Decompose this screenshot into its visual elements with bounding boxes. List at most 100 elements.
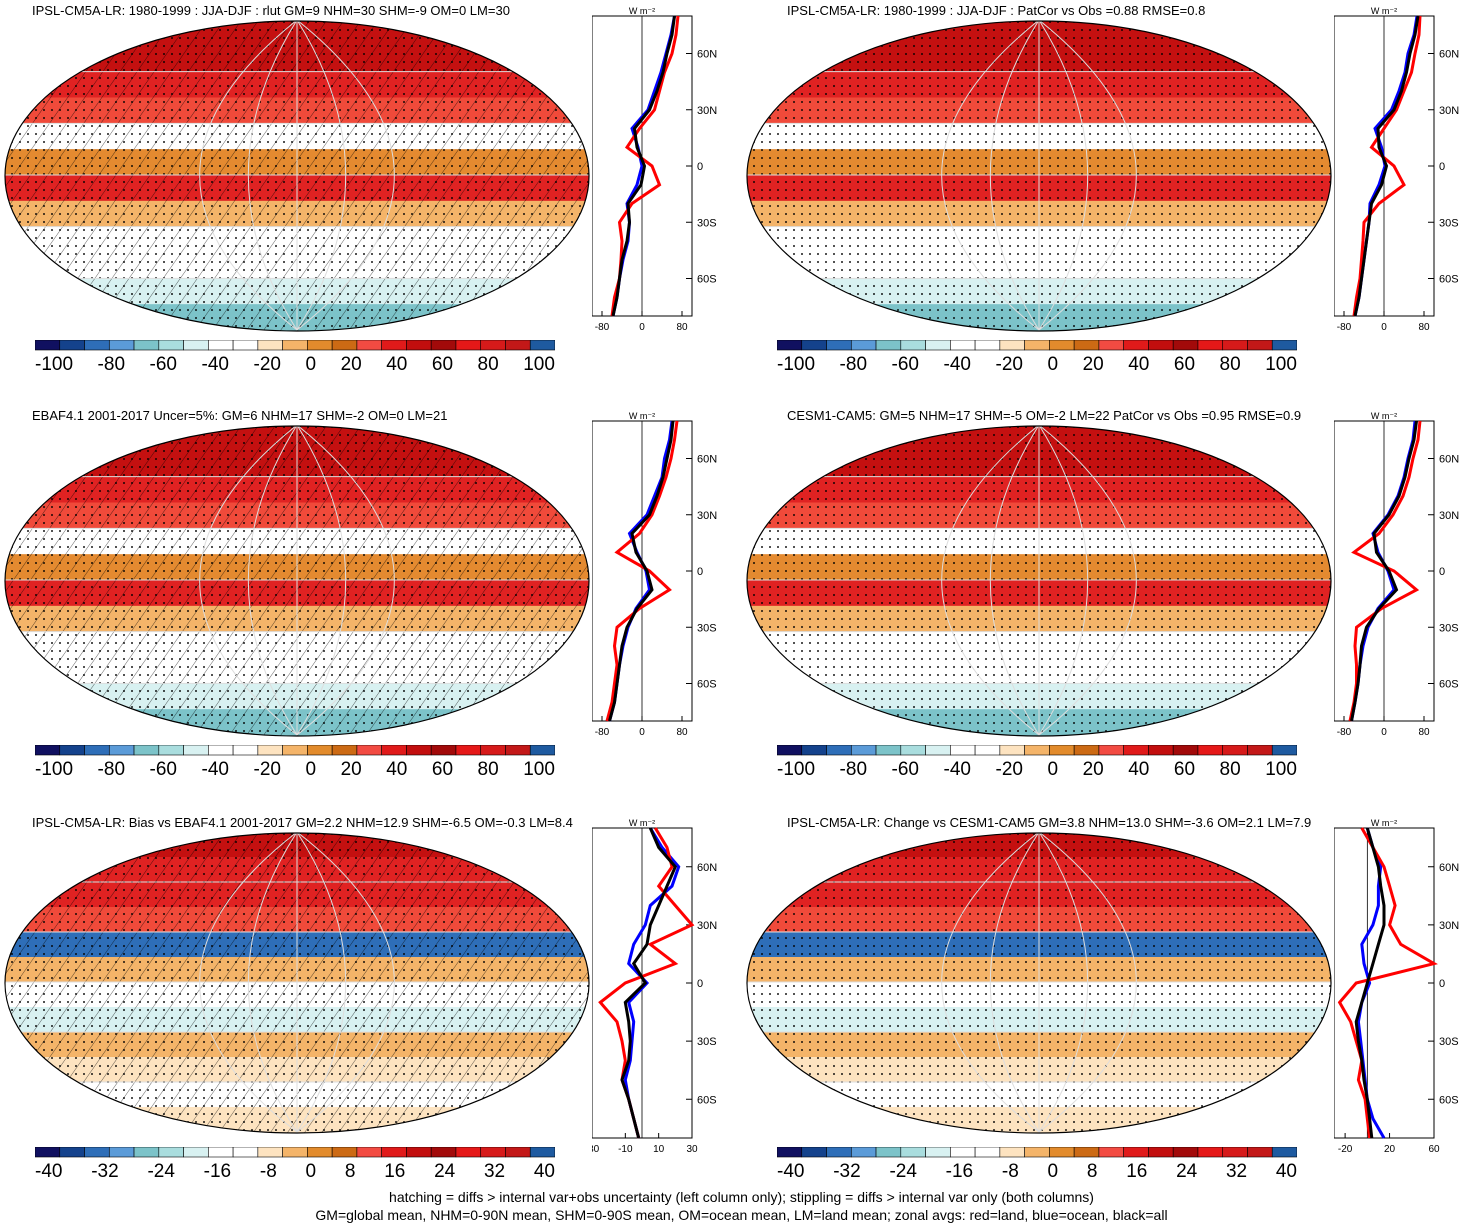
x-tick-label: 80 <box>676 727 688 738</box>
colorbar-tick-label: 20 <box>1082 354 1104 375</box>
lat-tick-label: 60N <box>1439 862 1459 874</box>
colorbar-tick-label: 32 <box>1225 1161 1248 1182</box>
colorbar-tick-label: 60 <box>431 354 454 375</box>
colorbar-swatch <box>1247 340 1273 351</box>
colorbar-swatch <box>35 340 61 351</box>
colorbar <box>777 1147 1297 1158</box>
colorbar-swatch <box>133 745 160 756</box>
colorbar-tick-label: -24 <box>147 1161 175 1182</box>
zonal-mean-plot: W m⁻² 60N 30N 0 30S 60S -80 0 80 <box>592 6 717 333</box>
colorbar-swatch <box>406 1147 432 1158</box>
colorbar-swatch <box>1271 745 1297 756</box>
x-tick-label: -10 <box>618 1144 633 1155</box>
colorbar-labels: -100 -80 -60 -40 -20 0 20 40 60 80 100 <box>35 354 555 376</box>
panel-title: CESM1-CAM5: GM=5 NHM=17 SHM=-5 OM=-2 LM=… <box>787 408 1302 423</box>
panel-ipsl-patcor: IPSL-CM5A-LR: 1980-1999 : JJA-DJF : PatC… <box>742 0 1483 390</box>
colorbar-swatch <box>999 340 1025 351</box>
colorbar-tick-label: 20 <box>340 759 362 780</box>
colorbar-tick-label: -20 <box>995 759 1023 780</box>
panel-title: IPSL-CM5A-LR: Change vs CESM1-CAM5 GM=3.… <box>787 815 1312 830</box>
colorbar-tick-label: 24 <box>434 1161 456 1182</box>
colorbar-tick-label: -60 <box>891 759 919 780</box>
lat-tick-label: 0 <box>697 566 703 578</box>
colorbar-swatch <box>1073 745 1100 756</box>
colorbar-swatch <box>84 1147 110 1158</box>
zonal-line-all <box>1354 827 1386 1139</box>
lat-tick-label: 30N <box>1439 510 1459 522</box>
colorbar-swatch <box>158 340 184 351</box>
colorbar-swatch <box>875 745 902 756</box>
colorbar-tick-label: 40 <box>1128 354 1150 375</box>
x-tick-label: 80 <box>1418 727 1430 738</box>
colorbar-swatch <box>1148 745 1174 756</box>
colorbar-tick-label: 80 <box>477 759 499 780</box>
colorbar-tick-label: 0 <box>1047 1161 1059 1182</box>
footer-line-2: GM=global mean, NHM=0-90N mean, SHM=0-90… <box>315 1207 1168 1223</box>
colorbar <box>777 745 1297 756</box>
colorbar-swatch <box>84 340 110 351</box>
colorbar-swatch <box>1123 1147 1149 1158</box>
units-label: W m⁻² <box>629 6 655 16</box>
colorbar-swatch <box>801 745 827 756</box>
colorbar-tick-label: 0 <box>305 1161 317 1182</box>
colorbar-swatch <box>331 1147 358 1158</box>
footer-line-1: hatching = diffs > internal var+obs unce… <box>389 1189 1094 1205</box>
colorbar-swatch <box>257 1147 283 1158</box>
colorbar-swatch <box>158 1147 184 1158</box>
x-tick-label: 60 <box>1428 1144 1440 1155</box>
colorbar-swatch <box>950 745 976 756</box>
colorbar-swatch <box>900 340 926 351</box>
lat-tick-label: 30N <box>1439 920 1459 932</box>
colorbar-tick-label: 100 <box>1265 354 1297 375</box>
colorbar-swatch <box>282 1147 308 1158</box>
colorbar-swatch <box>480 340 506 351</box>
lat-tick-label: 60N <box>697 862 717 874</box>
colorbar-swatch <box>850 745 877 756</box>
colorbar-swatch <box>108 1147 135 1158</box>
x-tick-label: 0 <box>1381 322 1387 333</box>
colorbar-tick-label: -80 <box>839 759 868 780</box>
colorbar-tick-label: 32 <box>483 1161 506 1182</box>
panel-ipsl-jja-djf: IPSL-CM5A-LR: 1980-1999 : JJA-DJF : rlut… <box>0 0 741 390</box>
colorbar-swatch <box>455 1147 482 1158</box>
lat-tick-label: 30S <box>1439 1036 1459 1048</box>
colorbar-tick-label: -20 <box>253 759 281 780</box>
units-label: W m⁻² <box>629 818 655 828</box>
colorbar-swatch <box>1247 745 1273 756</box>
colorbar-swatch <box>900 745 926 756</box>
colorbar-swatch <box>133 1147 160 1158</box>
colorbar-tick-label: 40 <box>533 1161 555 1182</box>
colorbar-tick-label: -60 <box>891 354 919 375</box>
colorbar-labels: -100 -80 -60 -40 -20 0 20 40 60 80 100 <box>777 759 1297 781</box>
colorbar-swatch <box>133 340 160 351</box>
colorbar-swatch <box>505 1147 531 1158</box>
colorbar <box>777 340 1297 351</box>
zonal-mean-plot: W m⁻² 60N 30N 0 30S 60S -80 0 80 <box>1334 6 1459 333</box>
colorbar-swatch <box>35 745 61 756</box>
colorbar-swatch <box>1271 1147 1297 1158</box>
colorbar-swatch <box>1073 1147 1100 1158</box>
colorbar-swatch <box>1222 340 1248 351</box>
colorbar-tick-label: -20 <box>995 354 1023 375</box>
colorbar-swatch <box>307 745 333 756</box>
colorbar-swatch <box>59 340 85 351</box>
x-tick-label: 10 <box>653 1144 665 1155</box>
x-tick-label: -80 <box>595 322 610 333</box>
x-tick-label: -30 <box>592 1144 600 1155</box>
colorbar-tick-label: 24 <box>1176 1161 1198 1182</box>
colorbar-swatch <box>158 745 184 756</box>
zonal-line-ocean <box>1350 420 1417 722</box>
colorbar-tick-label: -80 <box>97 354 126 375</box>
colorbar-swatch <box>208 1147 234 1158</box>
colorbar-swatch <box>208 745 234 756</box>
colorbar-swatch <box>183 745 209 756</box>
colorbar-swatch <box>1073 340 1100 351</box>
colorbar-tick-label: 0 <box>1047 759 1059 780</box>
panel-ipsl-bias: IPSL-CM5A-LR: Bias vs EBAF4.1 2001-2017 … <box>0 812 741 1187</box>
zonal-line-all <box>608 420 675 722</box>
zonal-line-all <box>611 15 676 317</box>
colorbar-swatch <box>1172 340 1199 351</box>
colorbar-swatch <box>1247 1147 1273 1158</box>
zonal-line-land <box>1352 15 1422 317</box>
colorbar-swatch <box>183 1147 209 1158</box>
